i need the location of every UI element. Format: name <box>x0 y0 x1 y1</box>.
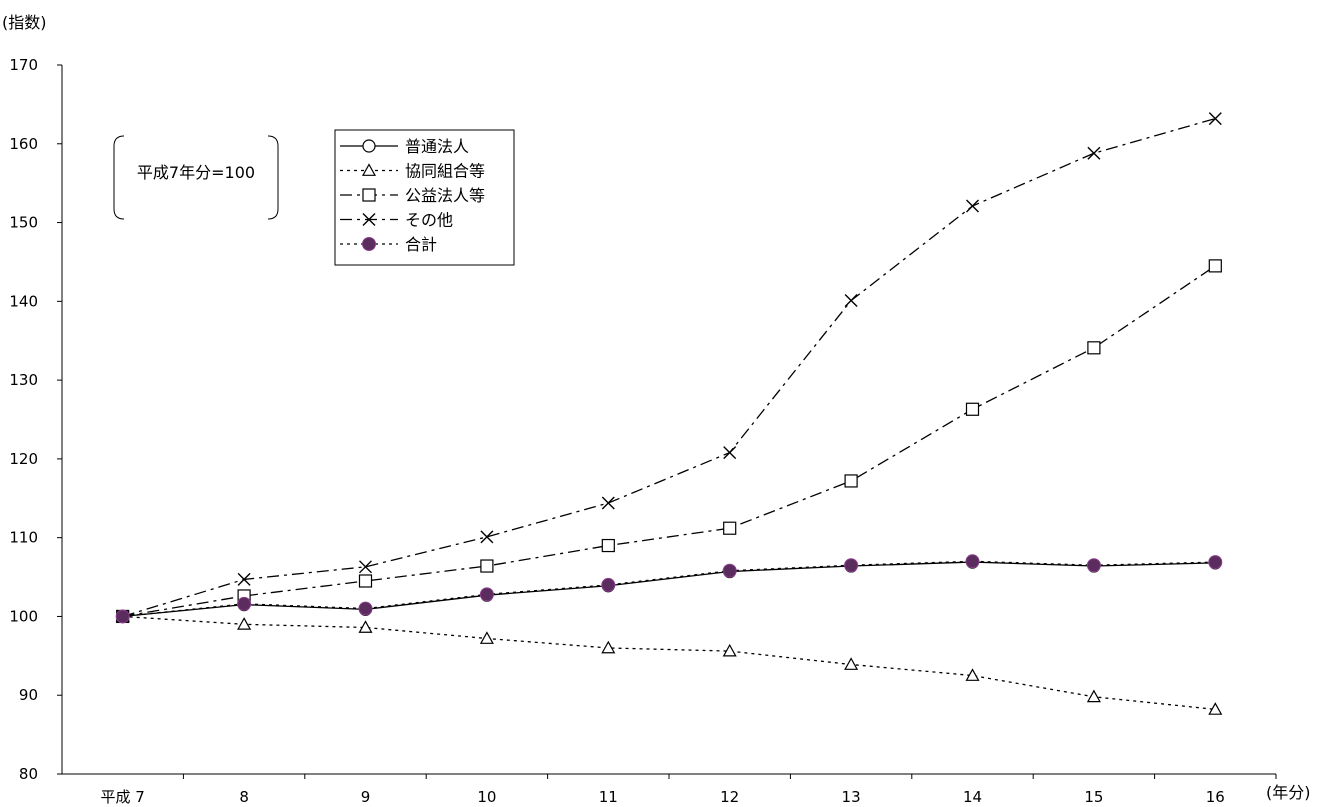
series-3 <box>116 259 1222 624</box>
y-axis-ticks: 80 90 100 110 120 130 140 150 160 170 <box>9 56 62 783</box>
legend-item: その他 <box>340 211 453 230</box>
data-point <box>965 402 980 416</box>
x-tick-label: 11 <box>599 788 618 806</box>
data-point <box>358 620 373 633</box>
y-tick-label: 120 <box>9 450 38 468</box>
x-tick-label: 15 <box>1084 788 1103 806</box>
data-point <box>966 199 979 213</box>
legend-label: その他 <box>405 211 453 230</box>
data-point <box>722 563 737 578</box>
x-tick-label: 12 <box>720 788 739 806</box>
series-line <box>122 561 1216 618</box>
y-tick-label: 90 <box>19 686 38 704</box>
data-point <box>1208 555 1223 570</box>
series-line <box>122 615 1216 711</box>
data-point <box>480 559 494 573</box>
series-layer <box>115 112 1223 715</box>
legend-label: 合計 <box>405 235 437 254</box>
legend-item: 公益法人等 <box>340 186 485 205</box>
data-point <box>1208 112 1222 126</box>
y-tick-label: 100 <box>9 607 38 625</box>
base-note: 平成7年分=100 <box>113 135 279 220</box>
y-axis-title: (指数) <box>2 13 47 32</box>
data-point <box>601 538 615 553</box>
x-tick-label: 13 <box>842 788 861 806</box>
legend-marker <box>362 237 376 251</box>
x-axis-title: (年分) <box>1266 783 1311 802</box>
data-point <box>359 560 372 574</box>
legend-marker <box>362 213 376 226</box>
x-tick-label: 8 <box>239 788 249 806</box>
legend-marker <box>362 188 376 202</box>
y-tick-label: 80 <box>19 765 38 783</box>
data-point <box>1208 259 1222 273</box>
legend-marker <box>362 139 376 153</box>
data-point <box>601 496 615 510</box>
data-point <box>601 640 616 654</box>
data-point <box>1087 341 1101 355</box>
legend-item: 普通法人 <box>340 137 469 156</box>
data-point <box>965 554 980 569</box>
data-point <box>1086 558 1101 573</box>
note-right-bracket <box>267 135 279 220</box>
data-point <box>479 587 494 602</box>
y-tick-label: 170 <box>9 56 38 74</box>
x-tick-label: 9 <box>361 788 371 806</box>
series-5 <box>115 554 1223 624</box>
y-tick-label: 140 <box>9 292 38 310</box>
series-line <box>122 117 1216 618</box>
legend-marker <box>361 163 377 176</box>
base-note-text: 平成7年分=100 <box>137 163 255 182</box>
data-point <box>844 657 859 670</box>
data-point <box>722 643 737 657</box>
x-tick-label: 10 <box>477 788 496 806</box>
y-tick-label: 160 <box>9 135 38 153</box>
x-tick-label: 14 <box>963 788 982 806</box>
data-point <box>358 574 373 588</box>
data-point <box>115 609 130 624</box>
note-left-bracket <box>113 135 125 220</box>
data-point <box>237 572 251 586</box>
series-line <box>122 560 1216 618</box>
x-axis-ticks: 平成 7 8 9 10 11 12 13 14 15 16 <box>101 774 1277 806</box>
data-point <box>844 474 858 488</box>
y-tick-label: 130 <box>9 371 38 389</box>
data-point <box>723 521 737 535</box>
legend-label: 協同組合等 <box>405 162 485 181</box>
y-tick-label: 150 <box>9 214 38 232</box>
series-2 <box>115 609 1223 715</box>
series-line <box>122 265 1216 618</box>
data-point <box>480 530 494 544</box>
data-point <box>1208 702 1223 715</box>
data-point <box>844 558 859 573</box>
data-point <box>358 601 373 616</box>
data-point <box>1086 689 1101 703</box>
data-point <box>1087 146 1101 160</box>
legend-item: 合計 <box>340 235 437 254</box>
x-tick-label: 平成 7 <box>101 788 145 806</box>
data-point <box>844 294 858 308</box>
data-point <box>723 446 737 460</box>
series-1 <box>116 555 1222 624</box>
legend-label: 公益法人等 <box>405 186 485 205</box>
data-point <box>601 577 616 592</box>
data-point <box>237 617 252 630</box>
data-point <box>965 668 980 681</box>
x-tick-label: 16 <box>1206 788 1225 806</box>
y-tick-label: 110 <box>9 529 38 547</box>
data-point <box>479 631 494 644</box>
legend-item: 協同組合等 <box>340 162 485 181</box>
data-point <box>237 596 252 611</box>
legend-label: 普通法人 <box>405 137 469 156</box>
